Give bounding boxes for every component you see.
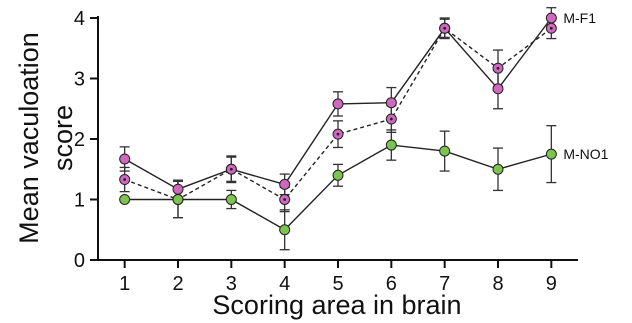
x-tick-label: 2 (172, 273, 183, 295)
y-tick-label: 0 (74, 250, 85, 272)
y-tick-label: 1 (74, 190, 85, 212)
data-point-center-dot (389, 117, 393, 121)
data-point-center-dot (123, 178, 127, 181)
x-tick-label: 9 (546, 273, 557, 295)
data-point-center-dot (283, 198, 287, 201)
y-axis-label-line-1: Mean vaculoation (14, 32, 44, 244)
y-tick-label: 4 (74, 8, 85, 30)
x-tick-label: 7 (439, 273, 450, 295)
y-tick-label: 3 (74, 69, 85, 91)
data-point (119, 194, 131, 205)
x-tick-label: 8 (492, 273, 503, 295)
data-point (545, 148, 557, 160)
x-tick-label: 5 (332, 273, 343, 295)
data-point (332, 98, 344, 110)
series-line (124, 27, 552, 201)
series-label: M-NO1 (563, 146, 608, 162)
data-point (492, 83, 504, 95)
data-point (119, 153, 131, 165)
data-point-center-dot (443, 26, 447, 30)
x-tick-label: 6 (386, 273, 397, 295)
data-point (385, 97, 397, 109)
x-tick-label: 1 (119, 273, 130, 295)
axes: 0 1 2 3 4 1 2 3 4 5 6 7 8 9 (74, 8, 578, 295)
data-point-center-dot (549, 26, 553, 30)
data-point (439, 145, 451, 157)
data-point (545, 12, 557, 24)
data-point (385, 139, 397, 151)
x-tick-label: 3 (226, 273, 237, 295)
data-point-center-dot (496, 66, 500, 70)
data-point-center-dot (336, 132, 340, 136)
data-point (332, 169, 344, 181)
data-point (492, 163, 504, 175)
series-layer: M-F1 M-NO1 (119, 7, 609, 251)
series-line (124, 144, 552, 231)
data-point (279, 178, 291, 190)
y-axis-label-line-2: score (48, 105, 78, 171)
series-label: M-F1 (563, 10, 596, 26)
y-tick-label: 2 (74, 129, 85, 151)
data-point (225, 194, 237, 205)
data-point (279, 224, 291, 236)
data-point-center-dot (229, 167, 233, 171)
x-axis-label: Scoring area in brain (212, 290, 461, 320)
data-point (172, 183, 184, 195)
x-tick-label: 4 (279, 273, 290, 295)
data-point (172, 194, 184, 205)
